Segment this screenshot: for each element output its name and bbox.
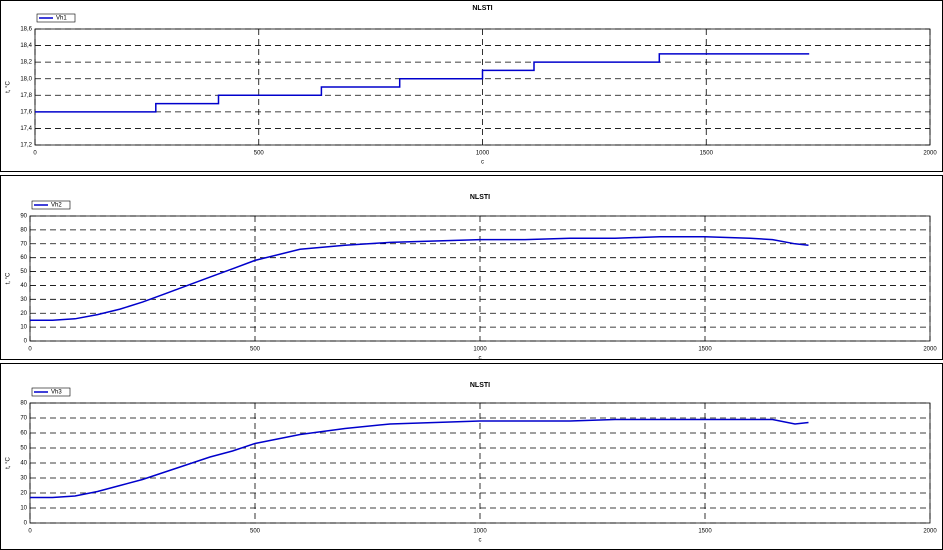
- chart-title: NLSTI: [470, 194, 490, 201]
- y-axis-label: t, °C: [6, 80, 12, 92]
- y-tick-label: 17,6: [20, 109, 32, 115]
- legend-label: Vh3: [51, 390, 62, 396]
- panel-frame: [0, 0, 943, 172]
- y-tick-label: 40: [20, 461, 27, 467]
- y-tick-label: 30: [20, 297, 27, 303]
- x-tick-label: 1000: [473, 529, 487, 535]
- x-tick-label: 1500: [698, 347, 712, 353]
- x-tick-label: 0: [33, 151, 37, 157]
- y-tick-label: 20: [20, 311, 27, 317]
- x-tick-label: 1000: [476, 151, 490, 157]
- y-tick-label: 30: [20, 476, 27, 482]
- y-tick-label: 10: [20, 325, 27, 331]
- y-tick-label: 90: [20, 214, 27, 220]
- y-tick-label: 18,4: [20, 43, 32, 49]
- y-tick-label: 18,6: [20, 27, 32, 33]
- y-tick-label: 40: [20, 283, 27, 289]
- chart-title: NLSTI: [470, 382, 490, 389]
- y-tick-label: 0: [24, 521, 28, 527]
- y-tick-label: 18,0: [20, 76, 32, 82]
- data-line: [35, 53, 810, 113]
- y-tick-label: 50: [20, 446, 27, 452]
- data-line: [30, 236, 809, 321]
- y-tick-label: 70: [20, 416, 27, 422]
- x-tick-label: 2000: [923, 529, 937, 535]
- x-tick-label: 500: [250, 529, 261, 535]
- plot-area: [34, 28, 931, 146]
- x-tick-label: 2000: [923, 151, 937, 157]
- y-axis-label: t, °C: [6, 456, 12, 468]
- y-tick-label: 70: [20, 241, 27, 247]
- x-axis-label: c: [481, 160, 484, 166]
- x-axis-label: c: [479, 356, 482, 362]
- x-tick-label: 500: [250, 347, 261, 353]
- legend-box: [31, 200, 71, 210]
- data-line: [30, 418, 809, 499]
- legend-label: Vh1: [56, 16, 67, 22]
- y-tick-label: 80: [20, 401, 27, 407]
- x-tick-label: 500: [254, 151, 265, 157]
- y-tick-label: 60: [20, 431, 27, 437]
- y-tick-label: 20: [20, 491, 27, 497]
- x-tick-label: 1500: [698, 529, 712, 535]
- legend-box: [36, 13, 76, 23]
- y-tick-label: 0: [24, 339, 28, 345]
- y-tick-label: 18,2: [20, 60, 32, 66]
- y-tick-label: 80: [20, 227, 27, 233]
- x-tick-label: 1000: [473, 347, 487, 353]
- y-tick-label: 17,2: [20, 143, 32, 149]
- y-axis-label: t, °C: [6, 272, 12, 284]
- x-tick-label: 0: [28, 529, 32, 535]
- x-axis-label: c: [479, 538, 482, 544]
- y-tick-label: 10: [20, 506, 27, 512]
- panel-frame: [0, 363, 943, 550]
- y-tick-label: 60: [20, 255, 27, 261]
- x-tick-label: 2000: [923, 347, 937, 353]
- legend-box: [31, 387, 71, 397]
- x-tick-label: 0: [28, 347, 32, 353]
- legend-label: Vh2: [51, 203, 62, 209]
- chart-title: NLSTI: [472, 5, 492, 12]
- y-tick-label: 17,4: [20, 126, 32, 132]
- y-tick-label: 17,8: [20, 93, 32, 99]
- panel-frame: [0, 175, 943, 360]
- y-tick-label: 50: [20, 269, 27, 275]
- x-tick-label: 1500: [700, 151, 714, 157]
